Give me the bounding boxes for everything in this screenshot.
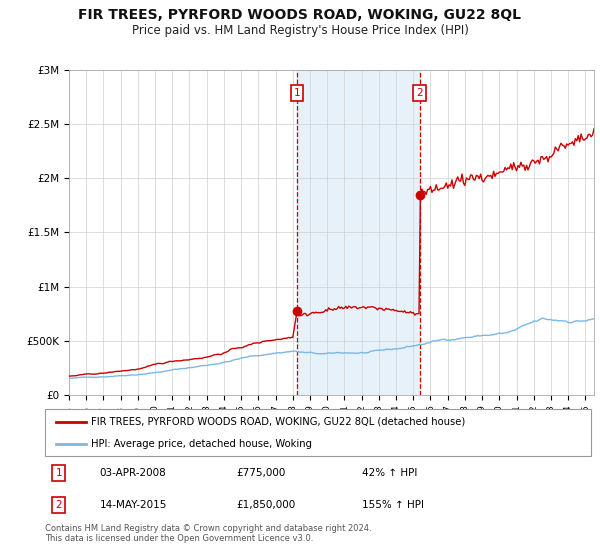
- Text: 2: 2: [416, 88, 423, 98]
- FancyBboxPatch shape: [45, 409, 591, 456]
- Text: HPI: Average price, detached house, Woking: HPI: Average price, detached house, Woki…: [91, 438, 313, 449]
- Text: £1,850,000: £1,850,000: [236, 500, 295, 510]
- Text: 42% ↑ HPI: 42% ↑ HPI: [362, 468, 417, 478]
- Text: Contains HM Land Registry data © Crown copyright and database right 2024.
This d: Contains HM Land Registry data © Crown c…: [45, 524, 371, 543]
- Text: 03-APR-2008: 03-APR-2008: [100, 468, 166, 478]
- Text: 1: 1: [55, 468, 62, 478]
- Text: Price paid vs. HM Land Registry's House Price Index (HPI): Price paid vs. HM Land Registry's House …: [131, 24, 469, 36]
- Text: 1: 1: [294, 88, 301, 98]
- Text: £775,000: £775,000: [236, 468, 286, 478]
- Text: 14-MAY-2015: 14-MAY-2015: [100, 500, 167, 510]
- Text: 155% ↑ HPI: 155% ↑ HPI: [362, 500, 424, 510]
- Text: 2: 2: [55, 500, 62, 510]
- Text: FIR TREES, PYRFORD WOODS ROAD, WOKING, GU22 8QL: FIR TREES, PYRFORD WOODS ROAD, WOKING, G…: [79, 8, 521, 22]
- Bar: [297, 70, 419, 395]
- Text: FIR TREES, PYRFORD WOODS ROAD, WOKING, GU22 8QL (detached house): FIR TREES, PYRFORD WOODS ROAD, WOKING, G…: [91, 417, 466, 427]
